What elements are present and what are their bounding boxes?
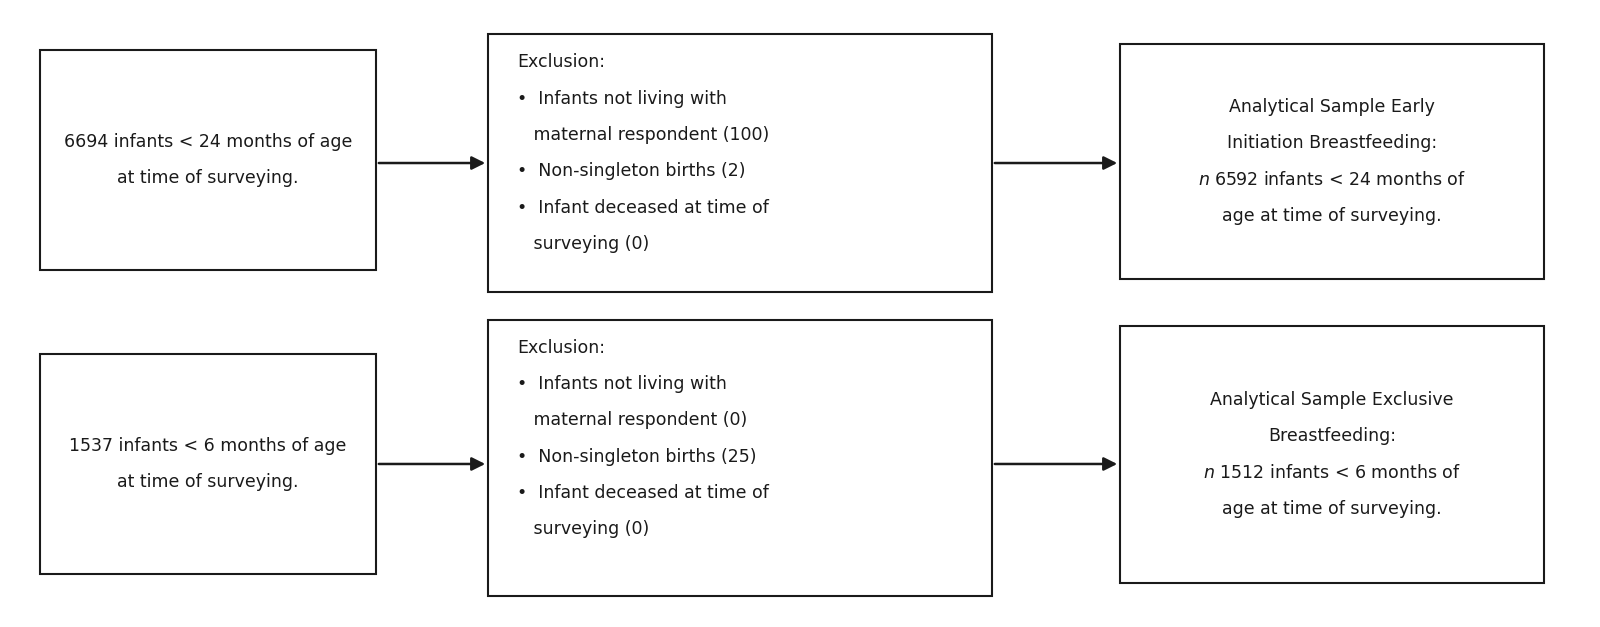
- Text: $\it{n}$ 6592 infants < 24 months of: $\it{n}$ 6592 infants < 24 months of: [1198, 171, 1466, 189]
- FancyBboxPatch shape: [488, 34, 992, 292]
- Text: surveying (0): surveying (0): [517, 520, 650, 539]
- FancyBboxPatch shape: [1120, 326, 1544, 583]
- Text: Exclusion:: Exclusion:: [517, 53, 605, 71]
- FancyBboxPatch shape: [488, 320, 992, 596]
- Text: •  Infants not living with: • Infants not living with: [517, 375, 726, 393]
- Text: at time of surveying.: at time of surveying.: [117, 473, 299, 491]
- Text: 1537 infants < 6 months of age: 1537 infants < 6 months of age: [69, 437, 347, 455]
- Text: maternal respondent (100): maternal respondent (100): [517, 126, 770, 144]
- Text: •  Infant deceased at time of: • Infant deceased at time of: [517, 199, 768, 217]
- FancyBboxPatch shape: [1120, 44, 1544, 279]
- Text: Initiation Breastfeeding:: Initiation Breastfeeding:: [1227, 134, 1437, 152]
- Text: Breastfeeding:: Breastfeeding:: [1267, 428, 1395, 445]
- Text: age at time of surveying.: age at time of surveying.: [1222, 207, 1442, 225]
- FancyBboxPatch shape: [40, 50, 376, 270]
- Text: •  Infants not living with: • Infants not living with: [517, 90, 726, 108]
- Text: Analytical Sample Early: Analytical Sample Early: [1229, 98, 1435, 116]
- Text: Analytical Sample Exclusive: Analytical Sample Exclusive: [1210, 391, 1454, 409]
- Text: surveying (0): surveying (0): [517, 235, 650, 253]
- Text: $\it{n}$ 1512 infants < 6 months of: $\it{n}$ 1512 infants < 6 months of: [1203, 464, 1461, 482]
- Text: Exclusion:: Exclusion:: [517, 339, 605, 357]
- Text: maternal respondent (0): maternal respondent (0): [517, 411, 747, 429]
- FancyBboxPatch shape: [40, 354, 376, 574]
- Text: age at time of surveying.: age at time of surveying.: [1222, 500, 1442, 518]
- Text: •  Infant deceased at time of: • Infant deceased at time of: [517, 484, 768, 502]
- Text: •  Non-singleton births (2): • Non-singleton births (2): [517, 162, 746, 181]
- Text: 6694 infants < 24 months of age: 6694 infants < 24 months of age: [64, 133, 352, 150]
- Text: •  Non-singleton births (25): • Non-singleton births (25): [517, 448, 757, 466]
- Text: at time of surveying.: at time of surveying.: [117, 169, 299, 187]
